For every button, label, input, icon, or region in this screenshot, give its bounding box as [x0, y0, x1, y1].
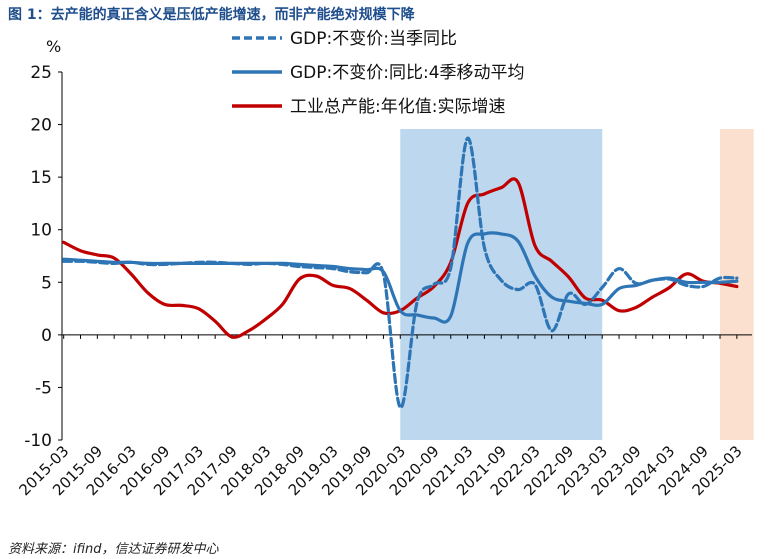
- y-axis-unit: %: [46, 37, 61, 56]
- figure-title: 图 1：去产能的真正含义是压低产能增速，而非产能绝对规模下降: [8, 7, 415, 23]
- series-line-1: [62, 136, 739, 410]
- y-tick-label: 5: [41, 273, 52, 293]
- series-lines: [62, 136, 739, 410]
- y-tick-label: 0: [41, 326, 52, 346]
- y-tick-label: 15: [30, 168, 52, 188]
- shaded-regions: [400, 129, 754, 440]
- source-note: 资料来源：ifind，信达证券研发中心: [8, 542, 219, 557]
- legend: GDP:不变价:当季同比 GDP:不变价:同比:4季移动平均工业总产能:年化值:实…: [232, 29, 525, 117]
- legend-label-2: GDP:不变价:同比:4季移动平均: [290, 63, 525, 83]
- legend-label-1: GDP:不变价:当季同比: [290, 29, 457, 49]
- y-tick-label: 25: [30, 63, 52, 83]
- y-tick-label: 20: [30, 116, 52, 136]
- y-tick-label: 10: [30, 221, 52, 241]
- legend-label-3: 工业总产能:年化值:实际增速: [290, 97, 505, 117]
- y-tick-label: -5: [35, 378, 52, 398]
- y-tick-label: -10: [24, 431, 52, 451]
- shaded-region-1: [400, 129, 603, 440]
